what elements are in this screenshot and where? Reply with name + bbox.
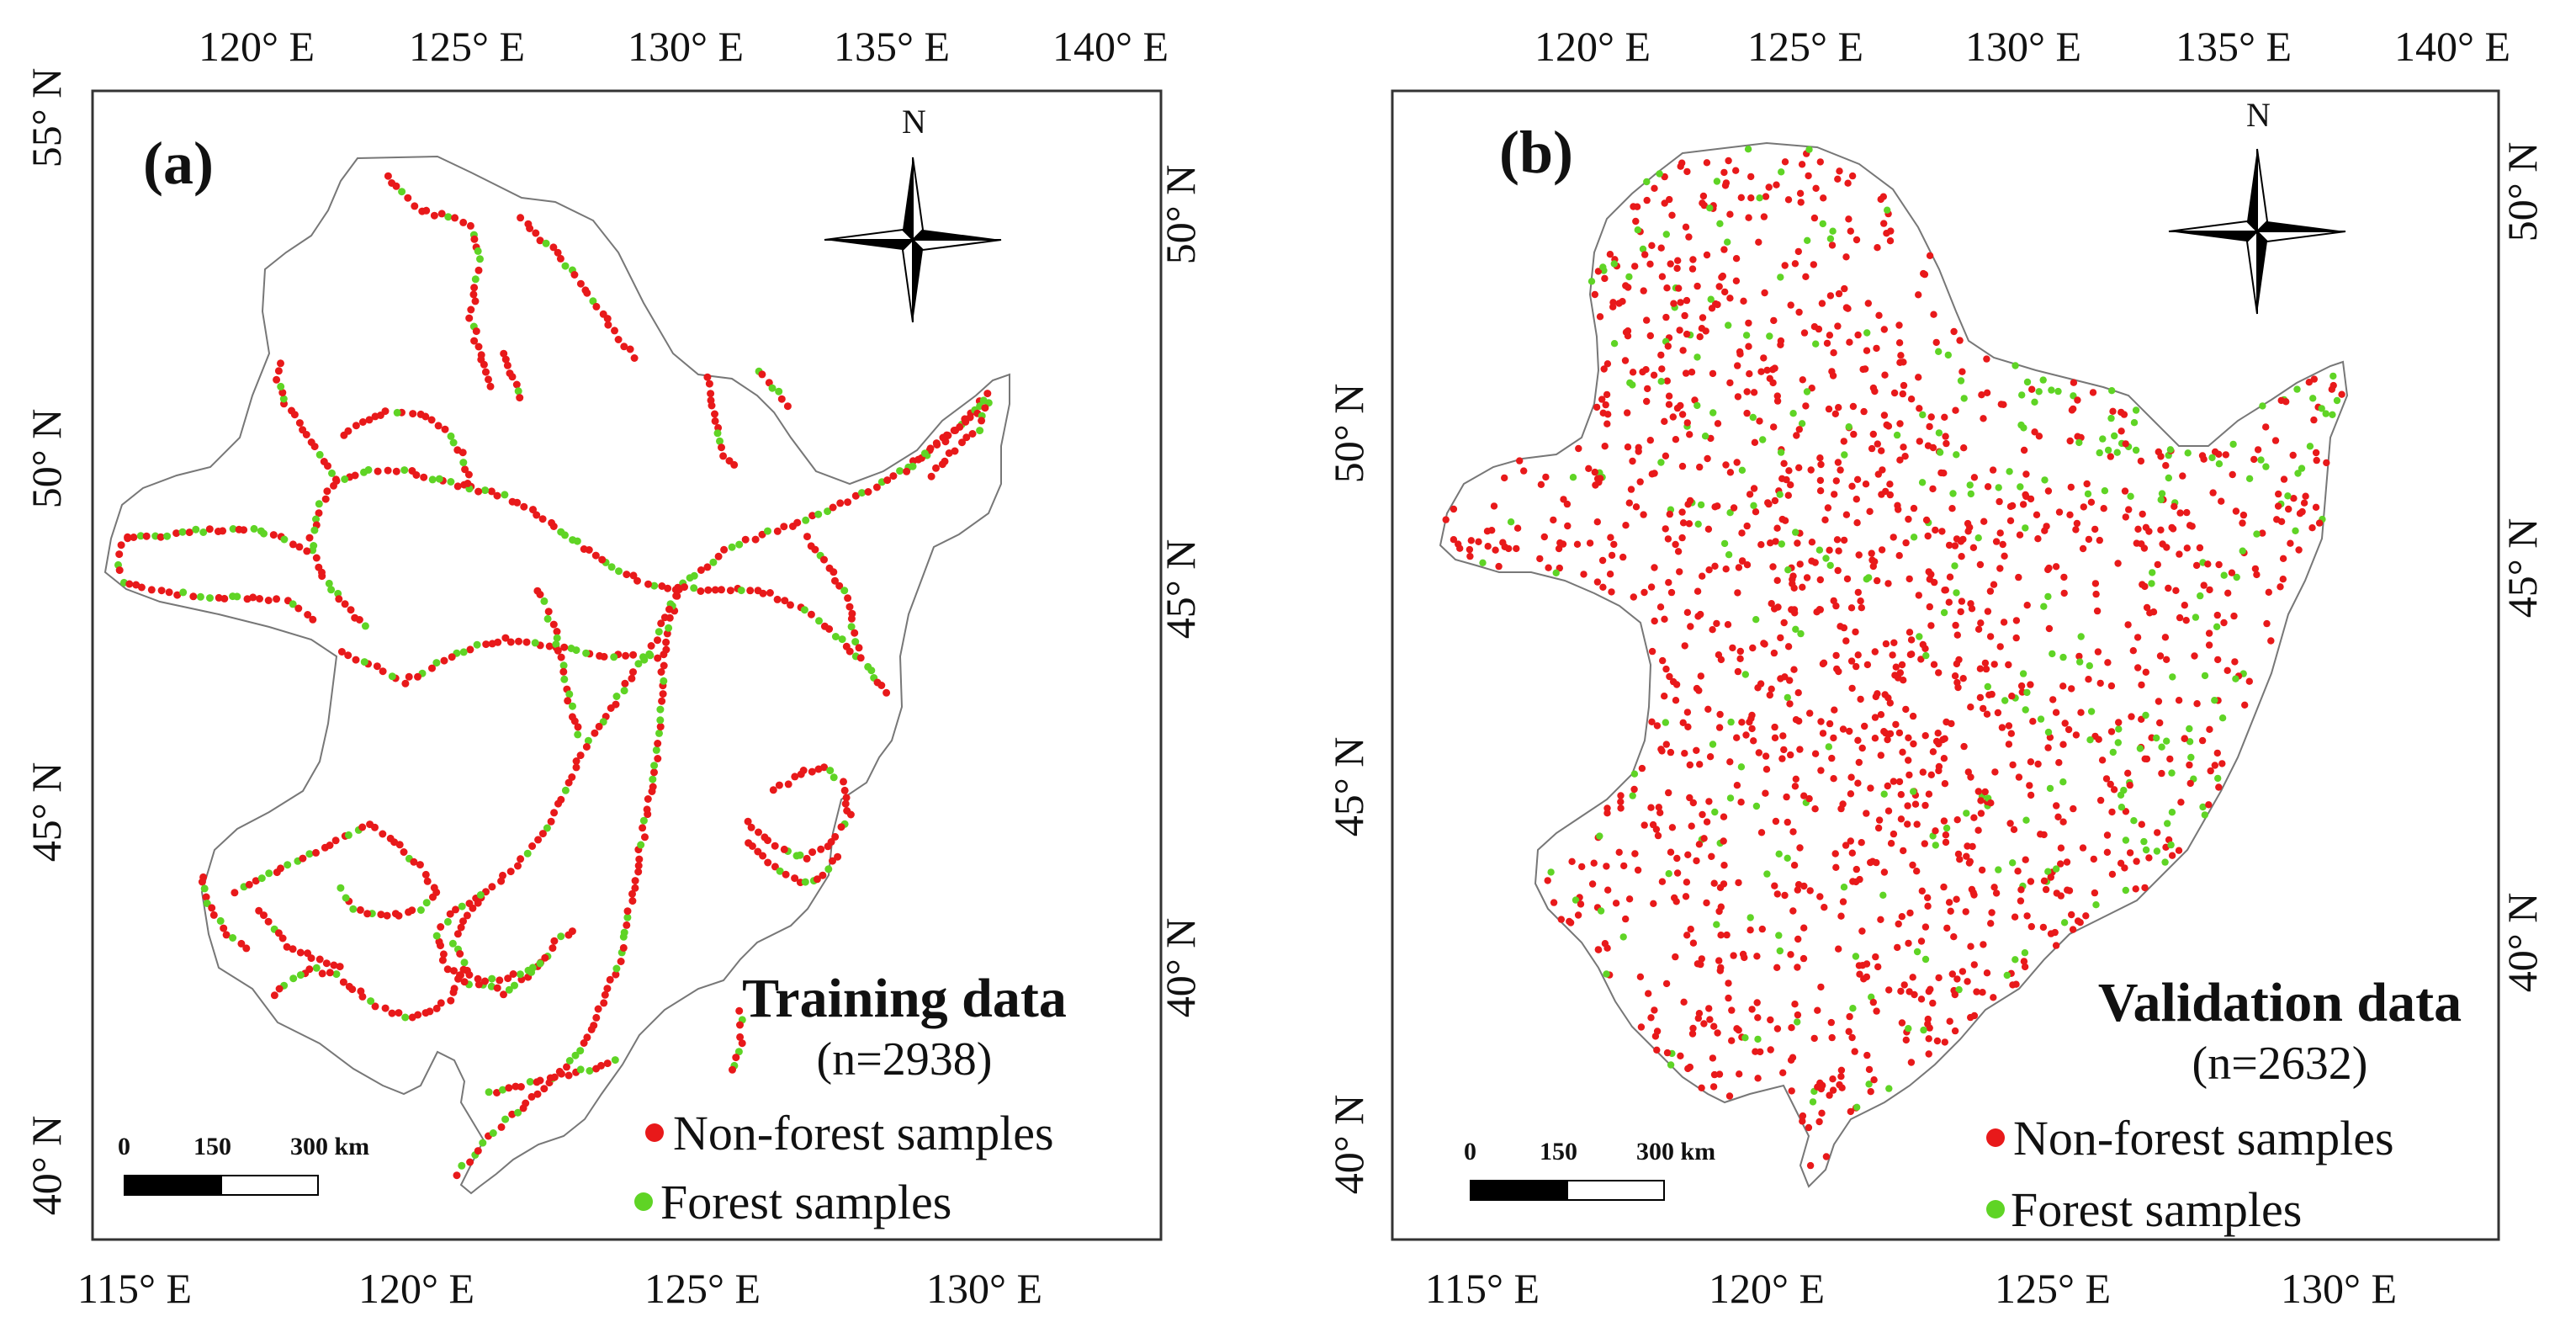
bottom-tick-a-1: 120° E <box>358 1265 474 1312</box>
panel-label-a: (a) <box>143 130 214 197</box>
top-tick-b-4: 140° E <box>2394 23 2510 70</box>
title-a: Training data <box>742 968 1067 1029</box>
top-tick-a-4: 140° E <box>1052 23 1169 70</box>
bottom-tick-a-0: 115° E <box>77 1265 192 1312</box>
scale-label-150-b: 150 <box>1540 1138 1577 1165</box>
top-tick-b-0: 120° E <box>1534 23 1651 70</box>
north-arrow-icon <box>824 157 1002 323</box>
legend-marker-nonforest-b <box>1986 1128 2005 1147</box>
left-tick-a-3: 40° N <box>23 1116 70 1216</box>
legend-marker-nonforest-a <box>645 1123 664 1142</box>
top-tick-a-0: 120° E <box>199 23 315 70</box>
region-outline-a <box>103 155 1010 1195</box>
scale-label-150-a: 150 <box>193 1133 231 1160</box>
top-tick-b-1: 125° E <box>1747 23 1863 70</box>
right-tick-b-2: 40° N <box>2499 893 2546 993</box>
scale-label-0-a: 0 <box>118 1133 130 1160</box>
left-tick-a-1: 50° N <box>23 409 70 509</box>
legend-forest-a: Forest samples <box>660 1175 951 1229</box>
map-frame-b <box>1391 89 2500 1241</box>
bottom-tick-b-1: 120° E <box>1709 1265 1825 1312</box>
bottom-tick-a-3: 130° E <box>926 1265 1042 1312</box>
bottom-ticks-a: 115° E 120° E 125° E 130° E <box>77 1265 1042 1312</box>
count-a: (n=2938) <box>817 1033 993 1086</box>
panel-label-b: (b) <box>1499 119 1573 186</box>
legend-marker-forest-b <box>1986 1200 2005 1219</box>
north-arrow-icon <box>2168 148 2346 315</box>
sample-points-b <box>1442 146 2345 1170</box>
north-label-a: N <box>902 103 926 141</box>
left-ticks-a: 55° N 50° N 45° N 40° N <box>23 68 70 1216</box>
legend-nonforest-a: Non-forest samples <box>673 1106 1054 1160</box>
top-tick-a-1: 125° E <box>409 23 525 70</box>
legend-forest-b: Forest samples <box>2011 1182 2302 1237</box>
left-tick-b-2: 40° N <box>1325 1095 1372 1195</box>
right-ticks-a: 50° N 45° N 40° N <box>1157 165 1204 1018</box>
bottom-tick-b-3: 130° E <box>2281 1265 2397 1312</box>
bottom-tick-b-2: 125° E <box>1995 1265 2111 1312</box>
right-tick-b-1: 45° N <box>2499 518 2546 619</box>
right-tick-b-0: 50° N <box>2499 142 2546 242</box>
right-ticks-b: 50° N 45° N 40° N <box>2499 142 2546 993</box>
left-ticks-b: 50° N 45° N 40° N <box>1325 384 1372 1195</box>
scale-label-300-b: 300 km <box>1636 1138 1715 1165</box>
top-ticks-b: 120° E 125° E 130° E 135° E 140° E <box>1534 23 2510 70</box>
bottom-tick-b-0: 115° E <box>1425 1265 1540 1312</box>
panel-a: (a) N Training data (n=2938) Non-forest … <box>23 23 1204 1312</box>
scale-label-300-a: 300 km <box>290 1133 369 1160</box>
right-tick-a-2: 40° N <box>1157 918 1204 1018</box>
top-tick-b-3: 135° E <box>2176 23 2292 70</box>
left-tick-a-0: 55° N <box>23 68 70 168</box>
title-b: Validation data <box>2098 972 2462 1033</box>
top-tick-b-2: 130° E <box>1965 23 2081 70</box>
left-tick-b-0: 50° N <box>1325 384 1372 484</box>
bottom-tick-a-2: 125° E <box>644 1265 761 1312</box>
scale-label-0-b: 0 <box>1464 1138 1476 1165</box>
north-label-b: N <box>2246 96 2271 134</box>
panel-b: (b) N Validation data (n=2632) Non-fores… <box>1325 23 2546 1312</box>
left-tick-a-2: 45° N <box>23 762 70 863</box>
sample-points-a <box>114 172 993 1180</box>
top-tick-a-2: 130° E <box>628 23 744 70</box>
bottom-ticks-b: 115° E 120° E 125° E 130° E <box>1425 1265 2397 1312</box>
legend-marker-forest-a <box>634 1192 653 1211</box>
right-tick-a-0: 50° N <box>1157 165 1204 265</box>
top-tick-a-3: 135° E <box>834 23 950 70</box>
count-b: (n=2632) <box>2192 1038 2368 1090</box>
top-ticks-a: 120° E 125° E 130° E 135° E 140° E <box>199 23 1169 70</box>
right-tick-a-1: 45° N <box>1157 539 1204 640</box>
scale-bar-a <box>124 1175 319 1196</box>
left-tick-b-1: 45° N <box>1325 737 1372 837</box>
map-frame-a <box>91 89 1163 1241</box>
legend-nonforest-b: Non-forest samples <box>2013 1111 2394 1165</box>
scale-bar-b <box>1470 1180 1665 1201</box>
